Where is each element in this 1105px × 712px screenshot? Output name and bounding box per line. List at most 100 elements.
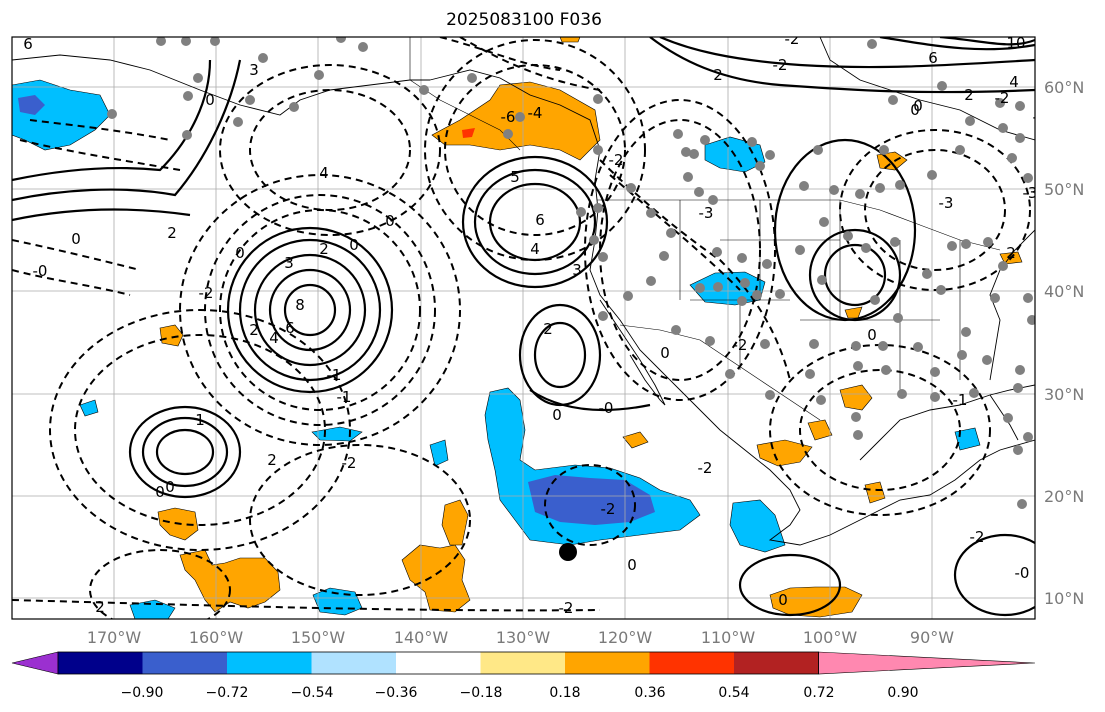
contour-label: 0 xyxy=(867,326,877,344)
contour-label: -2 xyxy=(733,336,748,354)
contour-label: 2 xyxy=(267,451,277,469)
contour-label: -2 xyxy=(342,454,357,472)
longitude-label: 160°W xyxy=(189,628,244,647)
contour-label: 5 xyxy=(510,168,520,186)
longitude-axis: 170°W 160°W 150°W 140°W 130°W 120°W 110°… xyxy=(87,628,954,647)
contour-label: 0 xyxy=(165,478,175,496)
contour-label: 6 xyxy=(285,319,295,337)
contour-label: -2 xyxy=(601,500,616,518)
contour-label: 0 xyxy=(349,236,359,254)
latitude-label: 20°N xyxy=(1044,487,1084,506)
colorbar-tick-label: −0.72 xyxy=(206,685,249,701)
colorbar xyxy=(11,651,1036,675)
contour-label: -0 xyxy=(599,399,614,417)
shade-positive-region xyxy=(839,384,873,411)
contour-label: 4 xyxy=(319,164,329,182)
colorbar-extend-low xyxy=(11,651,59,675)
contour-label: 0 xyxy=(778,591,788,609)
shade-positive-region xyxy=(179,549,281,613)
colorbar-tick-label: 0.36 xyxy=(634,685,665,701)
colorbar-swatch xyxy=(649,652,735,674)
contour-label: 2 xyxy=(1006,244,1016,262)
border-us-canada xyxy=(597,199,1001,251)
contour-label: 2 xyxy=(249,321,259,339)
shade-positive-region xyxy=(559,37,581,43)
colorbar-tick-label: −0.90 xyxy=(121,685,164,701)
longitude-label: 140°W xyxy=(394,628,449,647)
contour-label: -0 xyxy=(1015,564,1030,582)
contour-label: 6 xyxy=(23,35,33,53)
contour-label: 8 xyxy=(295,296,305,314)
contour-label: 3 xyxy=(249,61,259,79)
longitude-label: 110°W xyxy=(701,628,756,647)
contour-label: 4 xyxy=(269,329,279,347)
colorbar-tick-label: 0.72 xyxy=(803,685,834,701)
colorbar-ticks: −0.90 −0.72 −0.54 −0.36 −0.18 0.18 0.36 … xyxy=(121,685,919,701)
shade-negative-region xyxy=(429,439,449,467)
shade-negative-region xyxy=(129,599,176,619)
contour-label: -1 xyxy=(337,388,352,406)
shade-positive-region xyxy=(401,544,471,613)
storm-center-marker xyxy=(559,543,577,561)
map-title: 2025083100 F036 xyxy=(446,10,602,30)
contour-label: -2 xyxy=(995,89,1010,107)
shade-positive-region xyxy=(864,481,886,504)
contour-label: 6 xyxy=(928,49,938,67)
colorbar-swatch xyxy=(311,652,397,674)
station-markers xyxy=(107,37,1035,509)
contours-positive xyxy=(12,37,1035,617)
shade-positive-region xyxy=(756,439,813,467)
latitude-label: 50°N xyxy=(1044,180,1084,199)
colorbar-swatch xyxy=(58,652,143,674)
colorbar-swatch xyxy=(142,652,228,674)
contour-label: 0 xyxy=(913,97,923,115)
coastlines xyxy=(12,37,1035,546)
latitude-label: 30°N xyxy=(1044,385,1084,404)
latitude-label: 10°N xyxy=(1044,589,1084,608)
contour-label: -2 xyxy=(785,30,800,48)
colorbar-tick-label: −0.54 xyxy=(291,685,334,701)
map-area: 6 3 0 4 2 0 -0 -2 0 2 3 8 6 4 2 -1 -1 -2… xyxy=(12,30,1038,619)
colorbar-tick-label: 0.54 xyxy=(718,685,749,701)
latitude-label: 60°N xyxy=(1044,78,1084,97)
colorbar-tick-label: 0.18 xyxy=(549,685,580,701)
contour-labels: 6 3 0 4 2 0 -0 -2 0 2 3 8 6 4 2 -1 -1 -2… xyxy=(23,30,1038,617)
colorbar-extend-high xyxy=(818,651,1036,675)
map-frame xyxy=(11,36,1036,620)
contour-label: -3 xyxy=(1023,184,1038,202)
colorbar-frame xyxy=(57,651,819,675)
longitude-label: 150°W xyxy=(291,628,346,647)
colorbar-swatch xyxy=(565,652,650,674)
contour-label: 2 xyxy=(95,598,105,616)
contour-label: -0 xyxy=(33,262,48,280)
contour-label: 3 xyxy=(572,261,582,279)
longitude-label: 90°W xyxy=(910,628,954,647)
contour-label: 4 xyxy=(530,240,540,258)
coastline-gulf-mexico xyxy=(859,384,1035,461)
contour-label: -3 xyxy=(699,204,714,222)
contour-label: -1 xyxy=(953,391,968,409)
coastline-hudson xyxy=(819,37,1035,141)
contour-label: -2 xyxy=(698,459,713,477)
contour-label: 2 xyxy=(167,224,177,242)
shade-negative-mid xyxy=(528,475,655,525)
contour-label: -4 xyxy=(528,104,543,122)
contour-label: 0 xyxy=(910,101,920,119)
contour-label: 0 xyxy=(627,556,637,574)
contour-label: 0 xyxy=(235,244,245,262)
contour-label: -2 xyxy=(970,528,985,546)
longitude-label: 100°W xyxy=(803,628,858,647)
shade-positive-region xyxy=(622,431,649,449)
colorbar-tick-label: 0.90 xyxy=(887,685,918,701)
shade-positive-region xyxy=(441,499,469,546)
contours-negative xyxy=(12,37,1031,619)
contour-label: 2 xyxy=(964,86,974,104)
shading-layer xyxy=(12,37,1023,619)
colorbar-swatch xyxy=(396,652,481,674)
shade-positive-region xyxy=(431,81,601,161)
shade-positive-region xyxy=(769,586,863,618)
contour-label: 3 xyxy=(284,254,294,272)
coastline-north-america xyxy=(429,69,1035,546)
coastline-alaska xyxy=(12,54,430,116)
